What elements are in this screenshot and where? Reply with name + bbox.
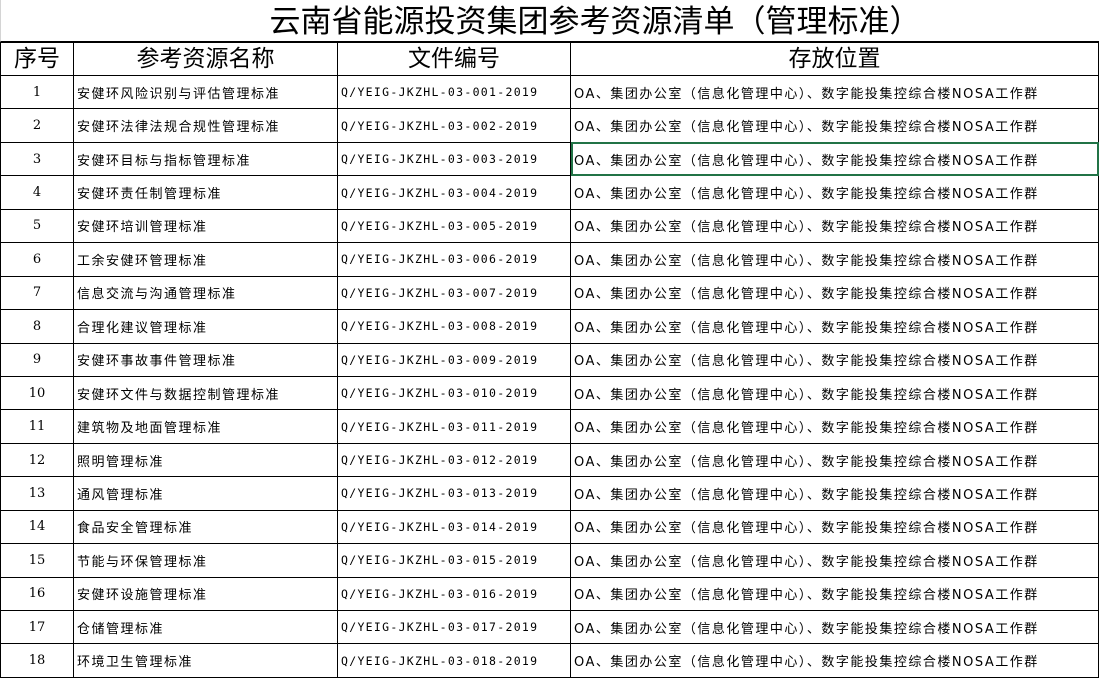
- header-no[interactable]: 序号: [0, 42, 74, 76]
- cell-location[interactable]: OA、集团办公室（信息化管理中心）、数字能投集控综合楼NOSA工作群: [570, 476, 1099, 511]
- table-row: 16 安健环设施管理标准 Q/YEIG-JKZHL-03-016-2019 OA、集团…: [0, 576, 1099, 612]
- table-row: 9 安健环事故事件管理标准 Q/YEIG-JKZHL-03-009-2019 OA、集…: [0, 342, 1099, 377]
- cell-no[interactable]: 15: [0, 543, 74, 578]
- cell-no[interactable]: 3: [0, 141, 74, 177]
- cell-location[interactable]: OA、集团办公室（信息化管理中心）、数字能投集控综合楼NOSA工作群: [570, 576, 1099, 612]
- cell-location[interactable]: OA、集团办公室（信息化管理中心）、数字能投集控综合楼NOSA工作群: [570, 375, 1099, 411]
- table-row: 18 环境卫生管理标准 Q/YEIG-JKZHL-03-018-2019 OA、集团办…: [0, 643, 1099, 678]
- cell-no[interactable]: 7: [0, 275, 74, 311]
- table-row: 1 安健环风险识别与评估管理标准 Q/YEIG-JKZHL-03-001-2019 O…: [0, 74, 1099, 110]
- cell-location[interactable]: OA、集团办公室（信息化管理中心）、数字能投集控综合楼NOSA工作群: [570, 309, 1099, 344]
- cell-code[interactable]: Q/YEIG-JKZHL-03-005-2019: [337, 208, 571, 244]
- table-row: 14 食品安全管理标准 Q/YEIG-JKZHL-03-014-2019 OA、集团办…: [0, 509, 1099, 545]
- cell-no[interactable]: 14: [0, 509, 74, 545]
- cell-no[interactable]: 18: [0, 643, 74, 678]
- cell-name[interactable]: 安健环文件与数据控制管理标准: [73, 375, 338, 411]
- table-row: 12 照明管理标准 Q/YEIG-JKZHL-03-012-2019 OA、集团办公室…: [0, 442, 1099, 478]
- cell-location[interactable]: OA、集团办公室（信息化管理中心）、数字能投集控综合楼NOSA工作群: [570, 442, 1099, 478]
- cell-no[interactable]: 9: [0, 342, 74, 377]
- cell-name[interactable]: 节能与环保管理标准: [73, 543, 338, 578]
- cell-name[interactable]: 通风管理标准: [73, 476, 338, 511]
- sheet-title[interactable]: 云南省能源投资集团参考资源清单（管理标准）: [0, 0, 1099, 42]
- cell-location[interactable]: OA、集团办公室（信息化管理中心）、数字能投集控综合楼NOSA工作群: [570, 509, 1099, 545]
- table-row: 4 安健环责任制管理标准 Q/YEIG-JKZHL-03-004-2019 OA、集团…: [0, 175, 1099, 210]
- cell-location[interactable]: OA、集团办公室（信息化管理中心）、数字能投集控综合楼NOSA工作群: [570, 275, 1099, 311]
- cell-location[interactable]: OA、集团办公室（信息化管理中心）、数字能投集控综合楼NOSA工作群: [570, 342, 1099, 377]
- cell-code[interactable]: Q/YEIG-JKZHL-03-018-2019: [337, 643, 571, 678]
- resource-table: 序号 参考资源名称 文件编号 存放位置 1 安健环风险识别与评估管理标准 Q/YEI…: [0, 42, 1099, 678]
- cell-name[interactable]: 建筑物及地面管理标准: [73, 409, 338, 444]
- table-row: 2 安健环法律法规合规性管理标准 Q/YEIG-JKZHL-03-002-2019 O…: [0, 108, 1099, 143]
- cell-code[interactable]: Q/YEIG-JKZHL-03-006-2019: [337, 242, 571, 277]
- table-row: 15 节能与环保管理标准 Q/YEIG-JKZHL-03-015-2019 OA、集团…: [0, 543, 1099, 578]
- cell-code[interactable]: Q/YEIG-JKZHL-03-017-2019: [337, 609, 571, 645]
- cell-code[interactable]: Q/YEIG-JKZHL-03-012-2019: [337, 442, 571, 478]
- header-name[interactable]: 参考资源名称: [73, 42, 338, 76]
- table-row: 7 信息交流与沟通管理标准 Q/YEIG-JKZHL-03-007-2019 OA、集…: [0, 275, 1099, 311]
- cell-name[interactable]: 安健环设施管理标准: [73, 576, 338, 612]
- cell-name[interactable]: 工余安健环管理标准: [73, 242, 338, 277]
- cell-location[interactable]: OA、集团办公室（信息化管理中心）、数字能投集控综合楼NOSA工作群: [570, 609, 1099, 645]
- cell-no[interactable]: 16: [0, 576, 74, 612]
- cell-code[interactable]: Q/YEIG-JKZHL-03-014-2019: [337, 509, 571, 545]
- cell-code[interactable]: Q/YEIG-JKZHL-03-016-2019: [337, 576, 571, 612]
- cell-no[interactable]: 11: [0, 409, 74, 444]
- cell-code[interactable]: Q/YEIG-JKZHL-03-013-2019: [337, 476, 571, 511]
- cell-no[interactable]: 6: [0, 242, 74, 277]
- cell-name[interactable]: 信息交流与沟通管理标准: [73, 275, 338, 311]
- cell-code[interactable]: Q/YEIG-JKZHL-03-003-2019: [337, 141, 571, 177]
- cell-no[interactable]: 10: [0, 375, 74, 411]
- cell-no[interactable]: 17: [0, 609, 74, 645]
- table-row: 6 工余安健环管理标准 Q/YEIG-JKZHL-03-006-2019 OA、集团办…: [0, 242, 1099, 277]
- cell-name[interactable]: 仓储管理标准: [73, 609, 338, 645]
- cell-name[interactable]: 合理化建议管理标准: [73, 309, 338, 344]
- cell-code[interactable]: Q/YEIG-JKZHL-03-007-2019: [337, 275, 571, 311]
- cell-no[interactable]: 1: [0, 74, 74, 110]
- cell-no[interactable]: 4: [0, 175, 74, 210]
- cell-location[interactable]: OA、集团办公室（信息化管理中心）、数字能投集控综合楼NOSA工作群: [570, 409, 1099, 444]
- cell-no[interactable]: 13: [0, 476, 74, 511]
- cell-name[interactable]: 食品安全管理标准: [73, 509, 338, 545]
- cell-location[interactable]: OA、集团办公室（信息化管理中心）、数字能投集控综合楼NOSA工作群: [570, 543, 1099, 578]
- header-code[interactable]: 文件编号: [337, 42, 571, 76]
- table-row: 5 安健环培训管理标准 Q/YEIG-JKZHL-03-005-2019 OA、集团办…: [0, 208, 1099, 244]
- cell-location[interactable]: OA、集团办公室（信息化管理中心）、数字能投集控综合楼NOSA工作群: [570, 242, 1099, 277]
- table-row: 8 合理化建议管理标准 Q/YEIG-JKZHL-03-008-2019 OA、集团办…: [0, 309, 1099, 344]
- table-row: 3 安健环目标与指标管理标准 Q/YEIG-JKZHL-03-003-2019 OA、…: [0, 141, 1099, 177]
- cell-code[interactable]: Q/YEIG-JKZHL-03-011-2019: [337, 409, 571, 444]
- table-row: 10 安健环文件与数据控制管理标准 Q/YEIG-JKZHL-03-010-2019…: [0, 375, 1099, 411]
- cell-location[interactable]: OA、集团办公室（信息化管理中心）、数字能投集控综合楼NOSA工作群: [570, 643, 1099, 678]
- cell-location[interactable]: OA、集团办公室（信息化管理中心）、数字能投集控综合楼NOSA工作群: [570, 74, 1099, 110]
- header-location[interactable]: 存放位置: [570, 42, 1099, 76]
- cell-name[interactable]: 安健环风险识别与评估管理标准: [73, 74, 338, 110]
- cell-code[interactable]: Q/YEIG-JKZHL-03-008-2019: [337, 309, 571, 344]
- cell-location[interactable]: OA、集团办公室（信息化管理中心）、数字能投集控综合楼NOSA工作群: [570, 108, 1099, 143]
- cell-name[interactable]: 安健环培训管理标准: [73, 208, 338, 244]
- cell-no[interactable]: 2: [0, 108, 74, 143]
- cell-code[interactable]: Q/YEIG-JKZHL-03-015-2019: [337, 543, 571, 578]
- cell-name[interactable]: 安健环责任制管理标准: [73, 175, 338, 210]
- cell-name[interactable]: 安健环事故事件管理标准: [73, 342, 338, 377]
- cell-name[interactable]: 安健环目标与指标管理标准: [73, 141, 338, 177]
- cell-location[interactable]: OA、集团办公室（信息化管理中心）、数字能投集控综合楼NOSA工作群: [570, 175, 1099, 210]
- header-row: 序号 参考资源名称 文件编号 存放位置: [0, 42, 1099, 76]
- table-row: 11 建筑物及地面管理标准 Q/YEIG-JKZHL-03-011-2019 OA、集…: [0, 409, 1099, 444]
- table-row: 13 通风管理标准 Q/YEIG-JKZHL-03-013-2019 OA、集团办公室…: [0, 476, 1099, 511]
- cell-no[interactable]: 12: [0, 442, 74, 478]
- cell-code[interactable]: Q/YEIG-JKZHL-03-002-2019: [337, 108, 571, 143]
- table-row: 17 仓储管理标准 Q/YEIG-JKZHL-03-017-2019 OA、集团办公室…: [0, 609, 1099, 645]
- cell-code[interactable]: Q/YEIG-JKZHL-03-004-2019: [337, 175, 571, 210]
- cell-location[interactable]: OA、集团办公室（信息化管理中心）、数字能投集控综合楼NOSA工作群: [570, 208, 1099, 244]
- cell-no[interactable]: 8: [0, 309, 74, 344]
- cell-location[interactable]: OA、集团办公室（信息化管理中心）、数字能投集控综合楼NOSA工作群: [570, 141, 1099, 177]
- cell-code[interactable]: Q/YEIG-JKZHL-03-010-2019: [337, 375, 571, 411]
- cell-code[interactable]: Q/YEIG-JKZHL-03-009-2019: [337, 342, 571, 377]
- cell-name[interactable]: 照明管理标准: [73, 442, 338, 478]
- cell-name[interactable]: 安健环法律法规合规性管理标准: [73, 108, 338, 143]
- cell-no[interactable]: 5: [0, 208, 74, 244]
- cell-code[interactable]: Q/YEIG-JKZHL-03-001-2019: [337, 74, 571, 110]
- cell-name[interactable]: 环境卫生管理标准: [73, 643, 338, 678]
